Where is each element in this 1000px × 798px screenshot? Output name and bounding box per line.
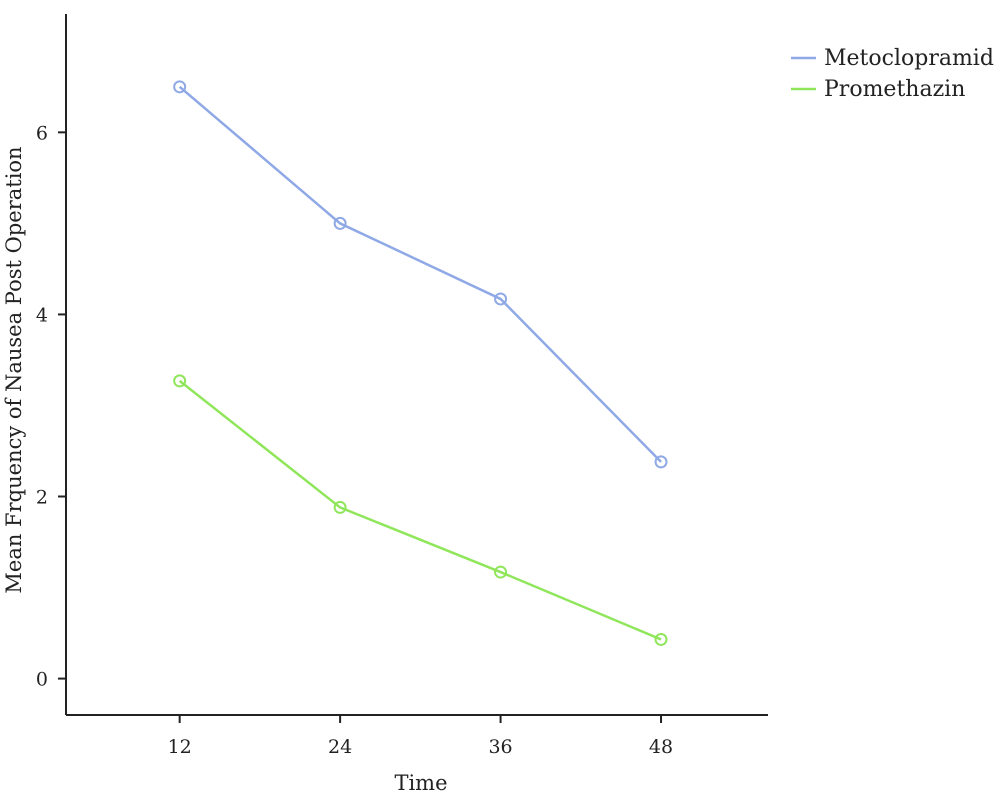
x-tick-label: 24: [328, 736, 352, 758]
data-point-metoclopramid: [173, 80, 187, 94]
x-tick-label: 48: [649, 736, 673, 758]
legend-label: Metoclopramid: [824, 46, 994, 71]
x-axis-ticks: 12 24 36 48: [168, 715, 673, 758]
x-axis-title: Time: [394, 771, 447, 795]
data-point-promethazin: [173, 374, 187, 388]
x-tick-label: 36: [488, 736, 512, 758]
x-tick-label: 12: [168, 736, 192, 758]
data-point-promethazin: [654, 632, 668, 646]
y-tick-label: 0: [36, 669, 48, 691]
y-axis-ticks: 0 2 4 6: [36, 122, 66, 691]
series-layer: [173, 80, 668, 646]
y-axis-title: Mean Frquency of Nausea Post Operation: [2, 146, 26, 593]
data-point-promethazin: [494, 565, 508, 579]
legend-label: Promethazin: [824, 77, 965, 102]
y-tick-label: 6: [36, 122, 48, 144]
data-point-metoclopramid: [333, 216, 347, 230]
y-tick-label: 2: [36, 487, 48, 509]
y-tick-label: 4: [36, 304, 48, 326]
data-point-promethazin: [333, 500, 347, 514]
legend: Metoclopramid Promethazin: [791, 46, 994, 102]
data-point-metoclopramid: [654, 455, 668, 469]
data-point-metoclopramid: [494, 292, 508, 306]
series-line-metoclopramid: [178, 85, 662, 463]
series-line-promethazin: [178, 379, 662, 641]
plot-area: [65, 14, 768, 716]
